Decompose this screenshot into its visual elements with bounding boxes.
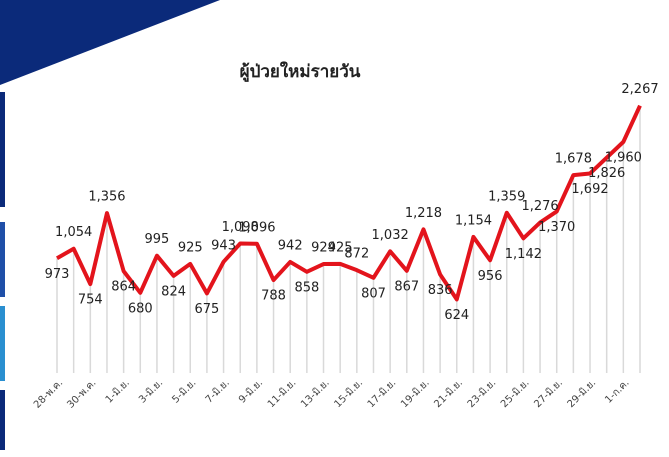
data-label: 973 bbox=[45, 267, 70, 282]
data-label: 2,267 bbox=[621, 82, 658, 97]
x-tick-label: 15-มิ.ย. bbox=[332, 377, 365, 410]
data-label: 836 bbox=[428, 283, 453, 298]
x-tick-label: 5-มิ.ย. bbox=[170, 377, 198, 405]
data-label: 824 bbox=[161, 284, 186, 299]
data-label: 1,960 bbox=[605, 150, 642, 165]
x-tick-label: 1-มิ.ย. bbox=[104, 377, 132, 405]
data-label: 1,154 bbox=[455, 213, 492, 228]
data-line bbox=[56, 104, 642, 302]
x-tick-label: 21-มิ.ย. bbox=[432, 377, 465, 410]
data-label: 807 bbox=[361, 286, 386, 301]
data-label: 675 bbox=[195, 302, 220, 317]
x-tick-label: 7-มิ.ย. bbox=[204, 377, 232, 405]
data-label: 956 bbox=[478, 269, 503, 284]
data-label: 1,370 bbox=[538, 220, 575, 235]
side-bar bbox=[0, 92, 5, 207]
data-label: 942 bbox=[278, 238, 303, 253]
data-label: 925 bbox=[178, 240, 203, 255]
data-label: 1,142 bbox=[505, 247, 542, 262]
data-label: 1,356 bbox=[88, 190, 125, 205]
data-label: 925 bbox=[328, 240, 353, 255]
data-label: 1,054 bbox=[55, 225, 92, 240]
corner-decoration bbox=[0, 0, 220, 85]
x-tick-label: 23-มิ.ย. bbox=[466, 377, 499, 410]
data-label: 1,276 bbox=[521, 199, 558, 214]
data-label: 864 bbox=[111, 280, 136, 295]
data-label: 788 bbox=[261, 289, 286, 304]
data-label: 1,098 bbox=[222, 220, 259, 235]
x-tick-label: 30-พ.ค. bbox=[65, 377, 98, 410]
x-tick-label: 28-พ.ค. bbox=[32, 377, 65, 410]
data-label: 995 bbox=[145, 232, 170, 247]
chart-title: ผู้ป่วยใหม่รายวัน bbox=[240, 61, 361, 83]
data-label: 680 bbox=[128, 301, 153, 316]
data-label: 943 bbox=[211, 238, 236, 253]
x-tick-label: 25-มิ.ย. bbox=[499, 377, 532, 410]
data-label: 1,359 bbox=[488, 189, 525, 204]
side-bar bbox=[0, 222, 5, 297]
data-label: 872 bbox=[344, 247, 369, 262]
x-tick-label: 3-มิ.ย. bbox=[137, 377, 165, 405]
x-tick-label: 1-ก.ค. bbox=[603, 377, 631, 405]
x-tick-label: 17-มิ.ย. bbox=[366, 377, 399, 410]
data-label: 1,692 bbox=[571, 182, 608, 197]
data-label: 624 bbox=[444, 308, 469, 323]
x-tick-label: 29-มิ.ย. bbox=[566, 377, 599, 410]
x-tick-label: 9-มิ.ย. bbox=[237, 377, 265, 405]
x-tick-label: 19-มิ.ย. bbox=[399, 377, 432, 410]
data-label: 1,678 bbox=[555, 152, 592, 167]
data-label: 1,096 bbox=[238, 220, 275, 235]
side-bar bbox=[0, 390, 5, 450]
data-label: 1,032 bbox=[372, 228, 409, 243]
side-bar bbox=[0, 306, 5, 381]
data-label: 924 bbox=[311, 241, 336, 256]
data-label: 1,218 bbox=[405, 206, 442, 221]
x-tick-label: 27-มิ.ย. bbox=[532, 377, 565, 410]
x-tick-label: 13-มิ.ย. bbox=[299, 377, 332, 410]
data-label: 754 bbox=[78, 293, 103, 308]
data-label: 867 bbox=[394, 279, 419, 294]
data-label: 858 bbox=[294, 280, 319, 295]
x-tick-label: 11-มิ.ย. bbox=[266, 377, 299, 410]
data-label: 1,826 bbox=[588, 166, 625, 181]
